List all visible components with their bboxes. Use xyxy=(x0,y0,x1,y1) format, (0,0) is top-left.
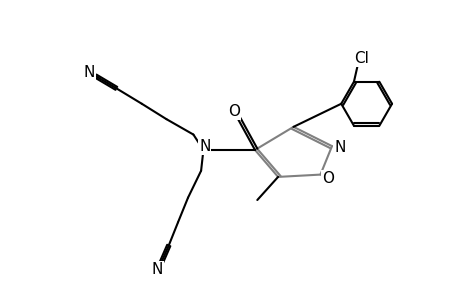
Text: O: O xyxy=(321,171,333,186)
Text: N: N xyxy=(151,262,162,277)
Text: Cl: Cl xyxy=(353,51,368,66)
Text: N: N xyxy=(333,140,345,155)
Text: N: N xyxy=(199,140,210,154)
Text: O: O xyxy=(228,104,240,119)
Text: N: N xyxy=(84,65,95,80)
